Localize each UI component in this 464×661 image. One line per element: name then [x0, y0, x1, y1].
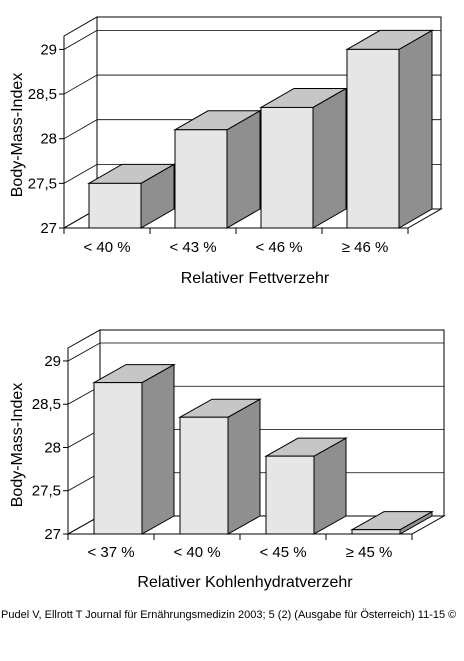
bar-front — [88, 182, 142, 229]
y-tick-label: 28 — [40, 131, 57, 148]
gridline — [63, 29, 441, 50]
y-tick-label: 27,5 — [28, 175, 57, 192]
bar — [178, 398, 262, 535]
carbohydrate-intake-chart: Body-Mass-Index Relativer Kohlenhydratve… — [9, 329, 446, 591]
bar-side — [226, 109, 261, 229]
y-axis-label: Body-Mass-Index — [9, 73, 26, 198]
y-tick-label: 27 — [40, 220, 57, 237]
bar-side — [141, 363, 175, 535]
x-tick-label: < 45 % — [259, 544, 306, 561]
x-axis-label: Relativer Kohlenhydratverzehr — [137, 574, 353, 591]
x-axis-label: Relativer Fettverzehr — [181, 270, 330, 287]
y-tick-label: 29 — [44, 353, 61, 370]
x-tick-label: ≥ 45 % — [346, 544, 393, 561]
bar — [173, 109, 262, 229]
x-tick-label: < 40 % — [173, 544, 220, 561]
y-tick-label: 29 — [40, 41, 57, 58]
bar — [259, 87, 348, 229]
fat-intake-chart: Body-Mass-Index Relativer Fettverzehr 29… — [9, 16, 443, 287]
bar-front — [93, 382, 143, 535]
bar-front — [351, 529, 401, 535]
bar-front — [174, 129, 228, 229]
bar-front — [260, 106, 314, 229]
gridline — [63, 74, 441, 95]
y-tick-label: 27,5 — [32, 483, 61, 500]
source-caption: Pudel V, Ellrott T Journal für Ernährung… — [1, 609, 457, 621]
bar-front — [265, 455, 315, 535]
y-tick-label: 28,5 — [32, 396, 61, 413]
bar — [92, 363, 176, 535]
y-axis-label: Body-Mass-Index — [9, 383, 26, 508]
bar — [87, 163, 176, 229]
x-tick-label: < 46 % — [255, 239, 302, 256]
y-tick-label: 27 — [44, 526, 61, 543]
bar-side — [227, 398, 261, 535]
bar — [345, 29, 434, 229]
bar-side — [398, 29, 433, 229]
x-tick-label: < 40 % — [83, 239, 130, 256]
gridline — [67, 342, 444, 362]
y-tick-label: 28 — [44, 439, 61, 456]
x-tick-label: < 37 % — [87, 544, 134, 561]
x-tick-label: < 43 % — [169, 239, 216, 256]
bar-side — [312, 87, 347, 229]
y-tick-label: 28,5 — [28, 86, 57, 103]
bar — [264, 437, 348, 535]
bar-front — [179, 416, 229, 535]
x-tick-label: ≥ 46 % — [342, 239, 389, 256]
bar — [350, 510, 434, 535]
bar-front — [346, 48, 400, 229]
